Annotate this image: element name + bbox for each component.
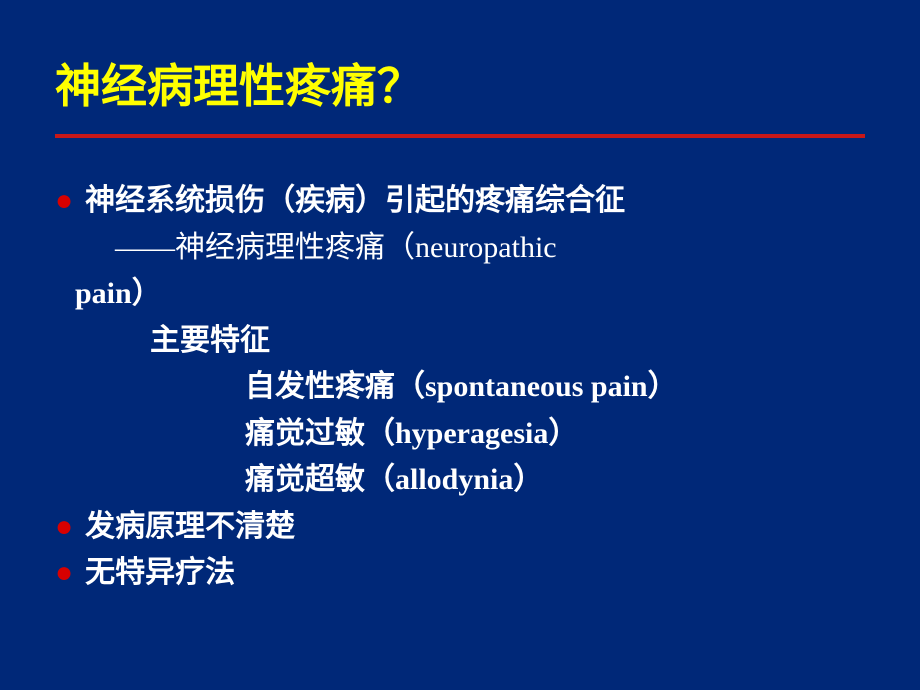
sub-line: 痛觉过敏（hyperagesia） bbox=[245, 411, 865, 458]
sub-line: ——神经病理性疼痛（neuropathic bbox=[115, 225, 865, 272]
slide-container: 神经病理性疼痛？ ● 神经系统损伤（疾病）引起的疼痛综合征 ——神经病理性疼痛（… bbox=[0, 0, 920, 690]
bullet-item: ● 神经系统损伤（疾病）引起的疼痛综合征 bbox=[55, 178, 865, 225]
sub-line: pain） bbox=[75, 271, 865, 318]
sub-line: 自发性疼痛（spontaneous pain） bbox=[245, 364, 865, 411]
title-divider bbox=[55, 134, 865, 138]
bullet-text: 发病原理不清楚 bbox=[85, 504, 865, 551]
bullet-icon: ● bbox=[55, 550, 73, 597]
slide-title: 神经病理性疼痛？ bbox=[55, 50, 865, 116]
bullet-text: 神经系统损伤（疾病）引起的疼痛综合征 bbox=[85, 178, 865, 225]
sub-line: 痛觉超敏（allodynia） bbox=[245, 457, 865, 504]
bullet-icon: ● bbox=[55, 178, 73, 225]
bullet-text: 无特异疗法 bbox=[85, 550, 865, 597]
bullet-item: ● 发病原理不清楚 bbox=[55, 504, 865, 551]
sub-line: 主要特征 bbox=[150, 318, 865, 365]
bullet-icon: ● bbox=[55, 504, 73, 551]
slide-content: ● 神经系统损伤（疾病）引起的疼痛综合征 ——神经病理性疼痛（neuropath… bbox=[55, 178, 865, 597]
bullet-item: ● 无特异疗法 bbox=[55, 550, 865, 597]
